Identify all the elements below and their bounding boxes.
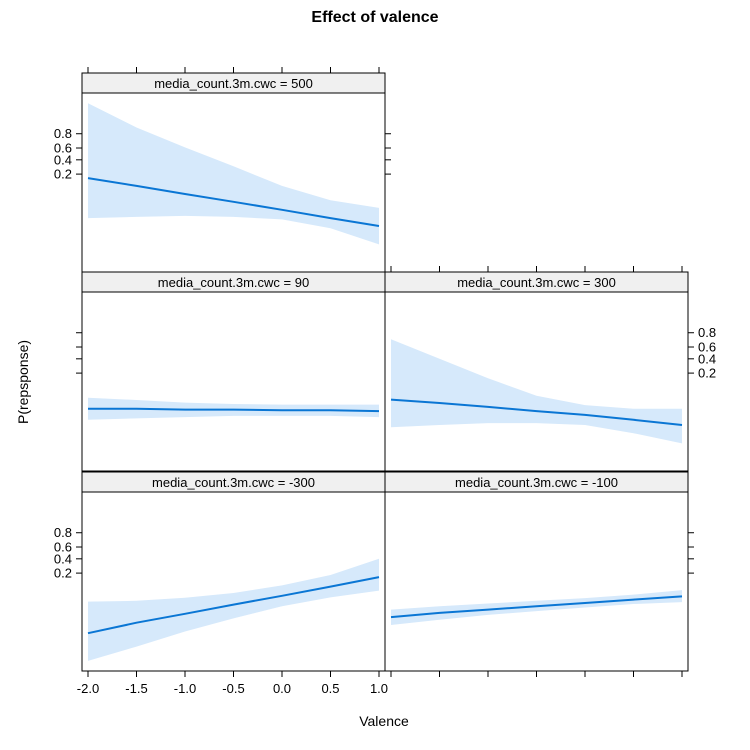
panel-frame [384, 291, 689, 472]
strip-label: media_count.3m.cwc = 300 [457, 275, 616, 290]
fitted-line [390, 595, 683, 619]
y-tick-label: 0.8 [54, 126, 72, 141]
panel-frame [384, 491, 689, 672]
panel-3: media_count.3m.cwc = -300 -2.0 -1.5 -1.0 -0.… [54, 471, 388, 696]
x-tick-label: -1.5 [125, 681, 147, 696]
strip-label: media_count.3m.cwc = -100 [455, 475, 618, 490]
chart-title: Effect of valence [311, 9, 438, 26]
fitted-line [87, 177, 380, 227]
panels-group: media_count.3m.cwc = 5000.20.40.60.8medi… [54, 67, 716, 696]
panel-frame [81, 291, 386, 472]
panel-4: media_count.3m.cwc = -100 [384, 471, 694, 677]
y-axis-label: P(repsponse) [15, 340, 31, 424]
confidence-band [391, 339, 682, 444]
y-tick-label: 0.6 [54, 540, 72, 555]
y-tick-label: 0.2 [54, 566, 72, 581]
fitted-line [88, 407, 380, 413]
y-tick-label: 0.4 [54, 152, 72, 167]
panel-0: media_count.3m.cwc = 500 0.20.40.60.8 [54, 67, 391, 273]
x-tick-label: -1.0 [174, 681, 196, 696]
y-tick-label: 0.2 [54, 167, 72, 182]
x-tick-label: -0.5 [222, 681, 244, 696]
strip-label: media_count.3m.cwc = 90 [158, 275, 309, 290]
confidence-band [88, 103, 379, 245]
x-axis-label: Valence [359, 713, 409, 729]
panel-2: media_count.3m.cwc = 300 0.20.40.60.8 [384, 266, 716, 472]
y-tick-label: 0.8 [54, 525, 72, 540]
x-tick-label: 0.0 [273, 681, 291, 696]
confidence-band [391, 590, 682, 625]
strip-label: media_count.3m.cwc = 500 [154, 76, 313, 91]
strip-label: media_count.3m.cwc = -300 [152, 475, 315, 490]
x-tick-label: -2.0 [77, 681, 99, 696]
y-tick-label: 0.4 [54, 551, 72, 566]
y-tick-label: 0.6 [54, 141, 72, 156]
fitted-line [87, 576, 380, 635]
x-tick-label: 1.0 [370, 681, 388, 696]
y-tick-label: 0.4 [698, 351, 716, 366]
y-tick-label: 0.8 [698, 325, 716, 340]
y-tick-label: 0.6 [698, 340, 716, 355]
x-tick-label: 0.5 [321, 681, 339, 696]
confidence-band [88, 558, 379, 661]
panel-1: media_count.3m.cwc = 90 [76, 271, 386, 472]
fitted-line [390, 398, 683, 426]
y-tick-label: 0.2 [698, 366, 716, 381]
